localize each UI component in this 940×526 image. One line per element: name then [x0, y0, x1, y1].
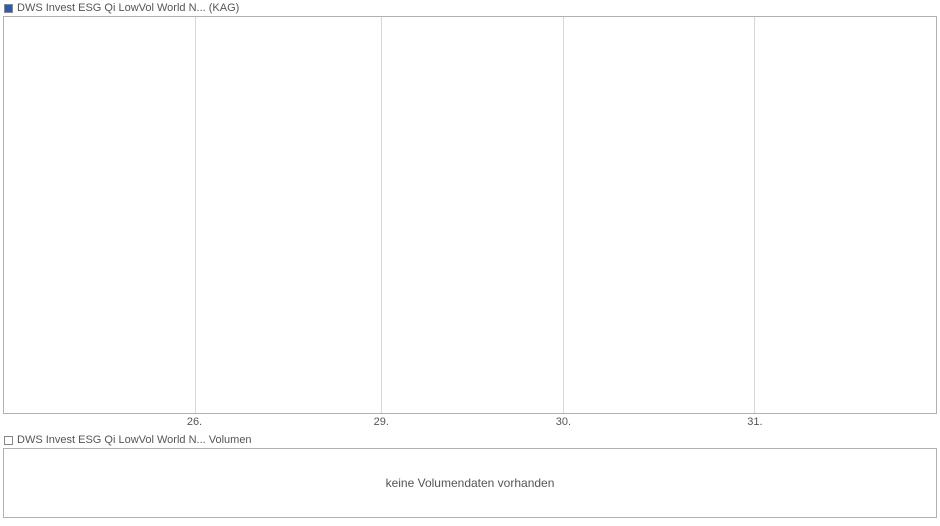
grid-line	[195, 17, 196, 413]
volume-legend-label: DWS Invest ESG Qi LowVol World N... Volu…	[17, 434, 252, 446]
grid-line	[563, 17, 564, 413]
volume-no-data-message: keine Volumendaten vorhanden	[386, 476, 555, 490]
price-legend-swatch-icon	[4, 4, 13, 13]
x-tick-label: 31.	[747, 416, 762, 428]
x-tick-label: 29.	[374, 416, 389, 428]
price-chart-section: DWS Invest ESG Qi LowVol World N... (KAG…	[0, 0, 940, 432]
x-axis-labels: 26. 29. 30. 31.	[3, 414, 937, 432]
x-tick-label: 30.	[556, 416, 571, 428]
volume-chart-area: keine Volumendaten vorhanden	[3, 448, 937, 518]
grid-line	[754, 17, 755, 413]
x-tick-label: 26.	[187, 416, 202, 428]
price-chart-area	[3, 16, 937, 414]
volume-chart-section: DWS Invest ESG Qi LowVol World N... Volu…	[0, 432, 940, 518]
grid-line	[381, 17, 382, 413]
volume-legend-swatch-icon	[4, 436, 13, 445]
price-legend: DWS Invest ESG Qi LowVol World N... (KAG…	[0, 0, 940, 16]
price-legend-label: DWS Invest ESG Qi LowVol World N... (KAG…	[17, 2, 239, 14]
volume-legend: DWS Invest ESG Qi LowVol World N... Volu…	[0, 432, 940, 448]
